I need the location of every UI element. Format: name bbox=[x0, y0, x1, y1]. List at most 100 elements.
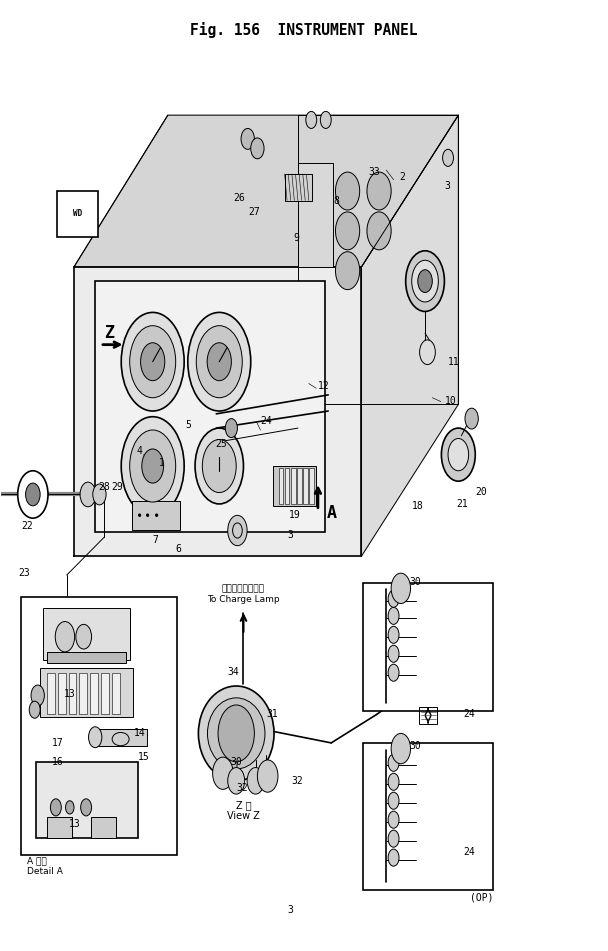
Circle shape bbox=[443, 149, 454, 166]
Bar bbox=[102, 672, 109, 714]
Bar bbox=[112, 672, 120, 714]
Circle shape bbox=[336, 212, 360, 250]
Text: 8: 8 bbox=[333, 196, 339, 205]
Text: Z: Z bbox=[104, 324, 114, 342]
Bar bbox=[309, 468, 314, 504]
Circle shape bbox=[228, 515, 247, 546]
Bar bbox=[364, 743, 494, 890]
Bar bbox=[36, 762, 138, 838]
Circle shape bbox=[241, 128, 254, 149]
Bar bbox=[364, 583, 494, 710]
Circle shape bbox=[121, 417, 184, 515]
Text: Fig. 156  INSTRUMENT PANEL: Fig. 156 INSTRUMENT PANEL bbox=[190, 22, 418, 38]
Text: A: A bbox=[326, 504, 336, 522]
Text: 34: 34 bbox=[227, 667, 239, 677]
Text: 31: 31 bbox=[267, 709, 278, 720]
Text: 5: 5 bbox=[185, 420, 191, 430]
Bar bbox=[95, 281, 325, 533]
Circle shape bbox=[388, 811, 399, 828]
Bar bbox=[91, 817, 116, 838]
Bar bbox=[57, 191, 98, 237]
Circle shape bbox=[391, 573, 410, 604]
Text: 11: 11 bbox=[447, 357, 460, 367]
Circle shape bbox=[388, 773, 399, 790]
Text: 6: 6 bbox=[176, 544, 182, 553]
Circle shape bbox=[93, 484, 106, 505]
Bar bbox=[40, 668, 133, 717]
Circle shape bbox=[388, 664, 399, 681]
Text: 7: 7 bbox=[153, 535, 159, 545]
Circle shape bbox=[448, 438, 469, 471]
Bar bbox=[95, 728, 147, 746]
Circle shape bbox=[76, 625, 92, 649]
Text: 24: 24 bbox=[463, 847, 475, 857]
Text: 13: 13 bbox=[64, 689, 75, 699]
Bar bbox=[291, 468, 295, 504]
Circle shape bbox=[388, 754, 399, 771]
Ellipse shape bbox=[198, 686, 274, 781]
Circle shape bbox=[388, 627, 399, 643]
Text: 33: 33 bbox=[368, 167, 380, 177]
Bar bbox=[47, 817, 72, 838]
Circle shape bbox=[140, 342, 165, 380]
Bar bbox=[272, 466, 316, 506]
Ellipse shape bbox=[89, 727, 102, 747]
Circle shape bbox=[226, 418, 238, 437]
Circle shape bbox=[121, 313, 184, 411]
Circle shape bbox=[218, 705, 254, 762]
Text: 32: 32 bbox=[291, 776, 303, 786]
Text: 30: 30 bbox=[409, 576, 421, 587]
Text: Z 様
View Z: Z 様 View Z bbox=[227, 800, 260, 822]
Text: 3: 3 bbox=[288, 904, 294, 915]
Text: 27: 27 bbox=[249, 207, 260, 217]
Text: 26: 26 bbox=[233, 193, 245, 203]
Circle shape bbox=[406, 251, 444, 312]
Text: A 部詳
Detail A: A 部詳 Detail A bbox=[27, 857, 63, 876]
Ellipse shape bbox=[207, 698, 265, 769]
Ellipse shape bbox=[112, 732, 129, 746]
Text: 30: 30 bbox=[230, 757, 242, 767]
Text: 3: 3 bbox=[288, 531, 294, 540]
Circle shape bbox=[142, 449, 164, 483]
Bar bbox=[278, 468, 283, 504]
Bar bbox=[47, 651, 126, 663]
Bar bbox=[21, 597, 177, 855]
Text: 15: 15 bbox=[138, 752, 150, 762]
Circle shape bbox=[336, 172, 360, 210]
Circle shape bbox=[420, 340, 435, 364]
Text: ●: ● bbox=[138, 513, 141, 518]
Text: 30: 30 bbox=[409, 741, 421, 750]
Text: 22: 22 bbox=[21, 521, 33, 531]
Bar bbox=[285, 174, 312, 201]
Polygon shape bbox=[362, 115, 458, 556]
Text: WD: WD bbox=[73, 209, 82, 219]
Circle shape bbox=[320, 111, 331, 128]
Circle shape bbox=[29, 701, 40, 718]
Circle shape bbox=[213, 757, 233, 789]
Circle shape bbox=[188, 313, 250, 411]
Circle shape bbox=[50, 799, 61, 816]
Circle shape bbox=[31, 685, 44, 706]
Circle shape bbox=[412, 261, 438, 302]
Text: 18: 18 bbox=[412, 501, 424, 511]
Bar bbox=[303, 468, 308, 504]
Text: 12: 12 bbox=[318, 381, 330, 392]
Circle shape bbox=[80, 482, 96, 507]
Bar bbox=[58, 672, 66, 714]
Text: 19: 19 bbox=[289, 511, 301, 520]
Circle shape bbox=[26, 483, 40, 506]
Text: 17: 17 bbox=[52, 738, 64, 747]
Text: 25: 25 bbox=[215, 439, 227, 449]
Circle shape bbox=[336, 252, 360, 290]
Text: 20: 20 bbox=[475, 487, 487, 496]
Text: 1: 1 bbox=[159, 458, 165, 468]
Circle shape bbox=[367, 212, 391, 250]
Circle shape bbox=[228, 767, 244, 794]
Circle shape bbox=[388, 608, 399, 625]
Circle shape bbox=[18, 471, 48, 518]
Text: ●: ● bbox=[154, 513, 158, 518]
Circle shape bbox=[257, 760, 278, 792]
Text: 28: 28 bbox=[98, 482, 110, 492]
Text: (OP): (OP) bbox=[469, 892, 493, 902]
Text: 29: 29 bbox=[112, 482, 123, 492]
